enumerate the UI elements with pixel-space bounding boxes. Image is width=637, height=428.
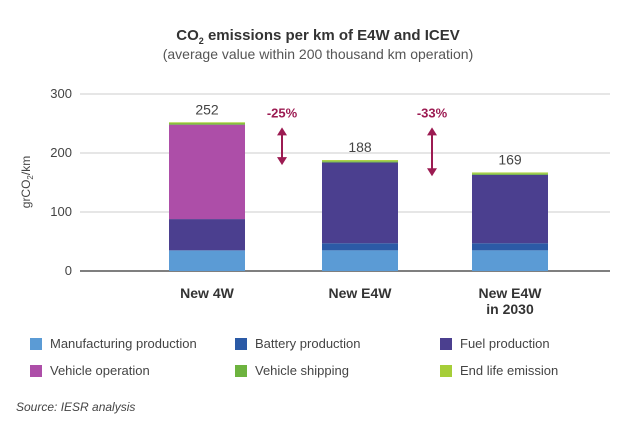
- source-note: Source: IESR analysis: [16, 400, 136, 414]
- x-tick-label: New 4W: [180, 285, 234, 301]
- legend-swatch: [440, 337, 452, 350]
- x-tick-label: in 2030: [486, 301, 534, 317]
- y-tick-label: 200: [50, 145, 72, 160]
- bar-segment: [472, 250, 548, 271]
- legend-label: Vehicle shipping: [255, 363, 349, 378]
- bar-segment: [169, 122, 245, 124]
- legend-item-vehicle-operation: Vehicle operation: [30, 363, 150, 378]
- bar-segment: [322, 243, 398, 251]
- bar-segment: [169, 219, 245, 251]
- bar-segment: [472, 243, 548, 251]
- legend-item-battery-production: Battery production: [235, 336, 361, 351]
- legend-label: Battery production: [255, 336, 361, 351]
- bar-segment: [322, 160, 398, 162]
- x-tick-label: New E4W: [478, 285, 542, 301]
- bar-segment: [322, 162, 398, 244]
- y-tick-label: 0: [65, 263, 72, 278]
- arrow-head-down-icon: [427, 168, 437, 177]
- legend-label: End life emission: [460, 363, 559, 378]
- legend-swatch: [235, 337, 247, 350]
- bar-segment: [472, 173, 548, 175]
- legend-swatch: [30, 364, 42, 377]
- legend-label: Fuel production: [460, 336, 550, 351]
- bar-total-label: 169: [498, 151, 522, 167]
- arrow-head-up-icon: [277, 127, 287, 136]
- legend-item-vehicle-shipping: Vehicle shipping: [235, 363, 349, 378]
- y-axis-label: grCO2/km: [19, 156, 35, 208]
- legend-item-fuel-production: Fuel production: [440, 336, 550, 351]
- bar-total-label: 252: [195, 101, 219, 117]
- bar-total-label: 188: [348, 139, 372, 155]
- reduction-label: -33%: [417, 105, 448, 120]
- y-tick-label: 300: [50, 86, 72, 101]
- legend-swatch: [30, 337, 42, 350]
- bar-segment: [322, 161, 398, 163]
- chart: CO2 emissions per km of E4W and ICEV (av…: [19, 27, 610, 317]
- bar-segment: [322, 250, 398, 271]
- arrow-head-down-icon: [277, 157, 287, 166]
- legend-label: Vehicle operation: [50, 363, 150, 378]
- legend-swatch: [235, 364, 247, 377]
- legend-swatch: [440, 364, 452, 377]
- chart-title: CO2 emissions per km of E4W and ICEV: [176, 27, 459, 46]
- legend-item-manufacturing-production: Manufacturing production: [30, 336, 197, 351]
- x-tick-label: New E4W: [328, 285, 392, 301]
- reduction-label: -25%: [267, 105, 298, 120]
- chart-subtitle: (average value within 200 thousand km op…: [163, 46, 474, 62]
- bar-segment: [472, 172, 548, 174]
- bar-segment: [472, 174, 548, 244]
- bar-segment: [169, 124, 245, 220]
- legend-item-end-life-emission: End life emission: [440, 363, 558, 378]
- bar-segment: [169, 123, 245, 125]
- arrow-head-up-icon: [427, 127, 437, 136]
- y-tick-label: 100: [50, 204, 72, 219]
- legend-label: Manufacturing production: [50, 336, 197, 351]
- bar-segment: [169, 250, 245, 271]
